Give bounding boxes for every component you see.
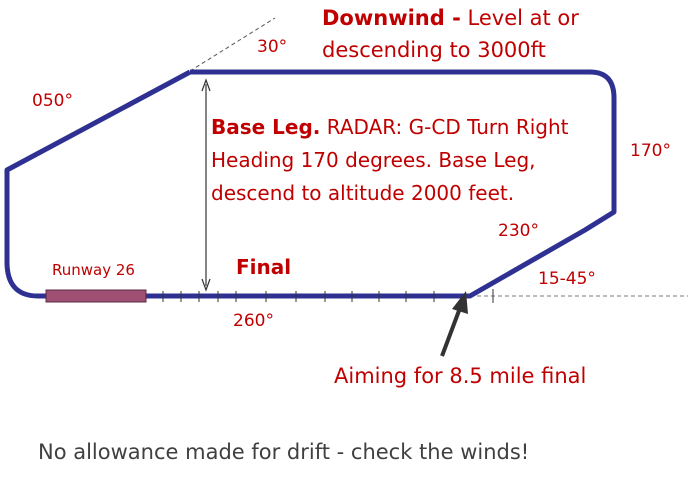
upwind-angle-label: 30° bbox=[257, 37, 288, 57]
runway-26 bbox=[45, 289, 147, 303]
base-heading-label: 170° bbox=[630, 141, 671, 161]
base-turn-heading-label: 230° bbox=[498, 221, 539, 241]
final-heading-label: 260° bbox=[233, 311, 274, 331]
base-leg-text-line1: Base Leg. RADAR: G-CD Turn Right bbox=[211, 116, 569, 139]
base-leg-instruction-1: RADAR: G-CD Turn Right bbox=[326, 115, 569, 139]
downwind-label: Downwind - bbox=[322, 6, 461, 30]
downwind-instruction: Level at or bbox=[467, 6, 579, 30]
final-mile-ticks bbox=[162, 289, 494, 303]
aiming-point-arrow bbox=[440, 291, 468, 357]
base-leg-text-line3: descend to altitude 2000 feet. bbox=[211, 181, 515, 205]
downwind-text-line1: Downwind - Level at or bbox=[322, 6, 579, 30]
base-leg-label: Base Leg. bbox=[211, 115, 321, 139]
base-leg-distance-arrow bbox=[201, 78, 211, 292]
intercept-angle-label: 15-45° bbox=[538, 269, 596, 289]
circuit-path bbox=[4, 69, 617, 299]
upwind-extension-dashed-line bbox=[189, 17, 276, 72]
aiming-note: Aiming for 8.5 mile final bbox=[334, 364, 587, 388]
runway-label: Runway 26 bbox=[52, 261, 135, 279]
final-label: Final bbox=[236, 255, 292, 279]
crosswind-heading-label: 050° bbox=[32, 91, 73, 111]
base-leg-text-line2: Heading 170 degrees. Base Leg, bbox=[211, 148, 536, 172]
footer-note: No allowance made for drift - check the … bbox=[38, 440, 530, 464]
downwind-text-line2: descending to 3000ft bbox=[322, 38, 546, 62]
